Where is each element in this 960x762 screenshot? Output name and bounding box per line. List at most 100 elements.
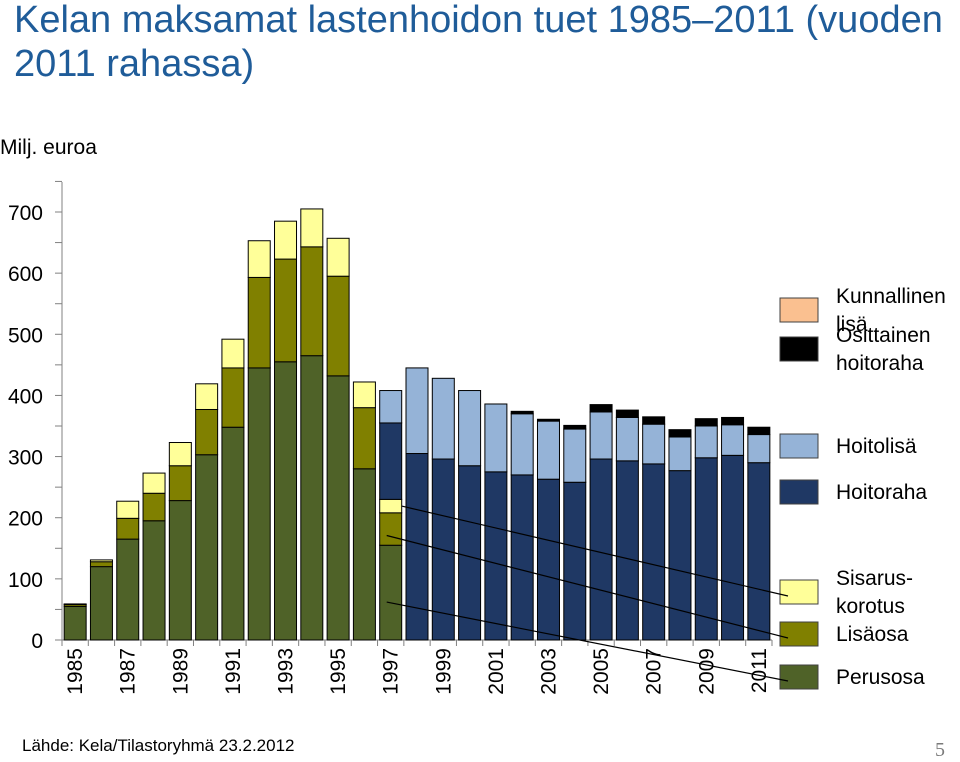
x-tick-label: 2011 — [748, 648, 771, 693]
y-tick-label: 600 — [8, 263, 43, 286]
bar-segment-lis-osa-1986 — [89, 561, 113, 568]
bar-segment-lis-osa-1997 — [379, 512, 403, 546]
bar-segment-osittainen-hoitoraha-2005 — [589, 404, 613, 413]
bar-segment-sisaruskorotus-1990 — [195, 383, 219, 410]
bar-segment-perusosa-1997 — [379, 544, 403, 641]
bar-segment-hoitolis--1997 — [379, 390, 403, 424]
bar-segment-hoitolis--2007 — [642, 423, 666, 465]
bar-segment-osittainen-hoitoraha-2004 — [563, 424, 587, 430]
bar-segment-sisaruskorotus-1985 — [63, 603, 87, 606]
legend-swatch — [779, 621, 819, 647]
bar-segment-hoitoraha-2007 — [642, 463, 666, 641]
bar-segment-hoitoraha-2000 — [458, 465, 482, 641]
page-title: Kelan maksamat lastenhoidon tuet 1985–20… — [14, 0, 943, 85]
y-tick-label: 700 — [8, 202, 43, 225]
legend-label: korotus — [836, 595, 905, 618]
legend-label: Lisäosa — [836, 623, 909, 646]
bar-segment-sisaruskorotus-1989 — [168, 442, 192, 467]
legend-label: Perusosa — [836, 666, 925, 689]
y-axis-unit-label: Milj. euroa — [0, 136, 97, 159]
bar-segment-hoitoraha-1997 — [379, 422, 403, 500]
chart-bars — [63, 208, 771, 641]
bar-segment-perusosa-1994 — [300, 355, 324, 641]
bar-segment-perusosa-1985 — [63, 605, 87, 641]
bar-segment-hoitolis--2011 — [747, 434, 771, 464]
bar-segment-sisaruskorotus-1991 — [221, 338, 245, 369]
bar-segment-perusosa-1992 — [247, 367, 271, 641]
x-tick-label: 1989 — [169, 648, 192, 695]
bar-segment-lis-osa-1990 — [195, 408, 219, 456]
leader-line — [386, 601, 789, 682]
bar-segment-sisaruskorotus-1988 — [142, 472, 166, 494]
bar-segment-hoitolis--2006 — [615, 416, 639, 462]
bar-segment-osittainen-hoitoraha-2006 — [615, 409, 639, 418]
legend-swatch — [779, 336, 819, 362]
y-tick-label: 100 — [8, 569, 43, 592]
x-tick-label: 1999 — [432, 648, 455, 695]
x-tick-label: 2009 — [695, 648, 718, 695]
bar-segment-lis-osa-1993 — [274, 258, 298, 363]
bar-segment-lis-osa-1988 — [142, 492, 166, 522]
leader-line — [401, 505, 789, 597]
bar-segment-hoitoraha-2011 — [747, 462, 771, 641]
legend-label: Hoitoraha — [836, 481, 927, 504]
legend-label: Hoitolisä — [836, 435, 917, 458]
bar-segment-hoitoraha-1998 — [405, 453, 429, 641]
legend-leader-lines — [386, 505, 789, 682]
legend-swatch — [779, 579, 819, 605]
bar-segment-perusosa-1995 — [326, 375, 350, 641]
x-tick-label: 2005 — [590, 648, 613, 695]
bar-segment-hoitoraha-2010 — [721, 454, 745, 641]
page-number: 5 — [935, 739, 945, 761]
bar-segment-hoitoraha-2003 — [536, 478, 560, 641]
legend-swatch — [779, 297, 819, 323]
x-tick-label: 1997 — [380, 648, 403, 695]
bar-segment-hoitoraha-2002 — [510, 474, 534, 641]
x-tick-label: 2003 — [537, 648, 560, 695]
bar-segment-lis-osa-1994 — [300, 246, 324, 357]
bar-segment-perusosa-1993 — [274, 361, 298, 641]
x-tick-label: 2001 — [485, 648, 508, 695]
bar-segment-sisaruskorotus-1996 — [352, 381, 376, 409]
bar-segment-hoitolis--2002 — [510, 413, 534, 476]
leader-line — [386, 534, 789, 639]
legend-label: Osittainen — [836, 324, 931, 347]
bar-segment-hoitoraha-2001 — [484, 471, 508, 641]
bar-segment-perusosa-1987 — [116, 538, 140, 641]
bar-segment-lis-osa-1991 — [221, 367, 245, 428]
y-tick-label: 300 — [8, 447, 43, 470]
bar-segment-hoitoraha-2004 — [563, 481, 587, 641]
legend-label: hoitoraha — [836, 352, 924, 375]
bar-segment-osittainen-hoitoraha-2011 — [747, 426, 771, 436]
bar-segment-hoitolis--2000 — [458, 390, 482, 467]
chart-axes: 0 100 200 300 400 500 600 700 1985 1987 1989 1991 19… — [8, 180, 773, 695]
bar-segment-perusosa-1988 — [142, 520, 166, 641]
bar-segment-osittainen-hoitoraha-2008 — [668, 429, 692, 438]
bar-segment-lis-osa-1996 — [352, 407, 376, 470]
bar-segment-osittainen-hoitoraha-2009 — [694, 418, 718, 427]
bar-segment-osittainen-hoitoraha-2007 — [642, 416, 666, 425]
bar-segment-sisaruskorotus-1987 — [116, 500, 140, 519]
bar-segment-osittainen-hoitoraha-2002 — [510, 410, 534, 415]
x-tick-label: 1987 — [117, 648, 140, 695]
bar-segment-hoitoraha-2009 — [694, 457, 718, 641]
y-tick-label: 500 — [8, 324, 43, 347]
bar-segment-hoitolis--2003 — [536, 420, 560, 480]
bar-segment-hoitolis--2010 — [721, 424, 745, 456]
bar-segment-lis-osa-1995 — [326, 275, 350, 377]
legend-swatch — [779, 433, 819, 459]
legend-swatch — [779, 664, 819, 690]
bar-segment-osittainen-hoitoraha-2010 — [721, 416, 745, 426]
legend-swatch — [779, 479, 819, 505]
bar-segment-sisaruskorotus-1995 — [326, 237, 350, 277]
bar-segment-lis-osa-1987 — [116, 517, 140, 540]
bar-segment-perusosa-1996 — [352, 468, 376, 641]
bar-segment-sisaruskorotus-1992 — [247, 240, 271, 278]
bar-segment-hoitolis--2008 — [668, 436, 692, 472]
y-tick-label: 400 — [8, 385, 43, 408]
bar-segment-hoitoraha-2006 — [615, 460, 639, 641]
bar-segment-hoitoraha-2005 — [589, 458, 613, 641]
x-tick-label: 1985 — [64, 648, 87, 695]
